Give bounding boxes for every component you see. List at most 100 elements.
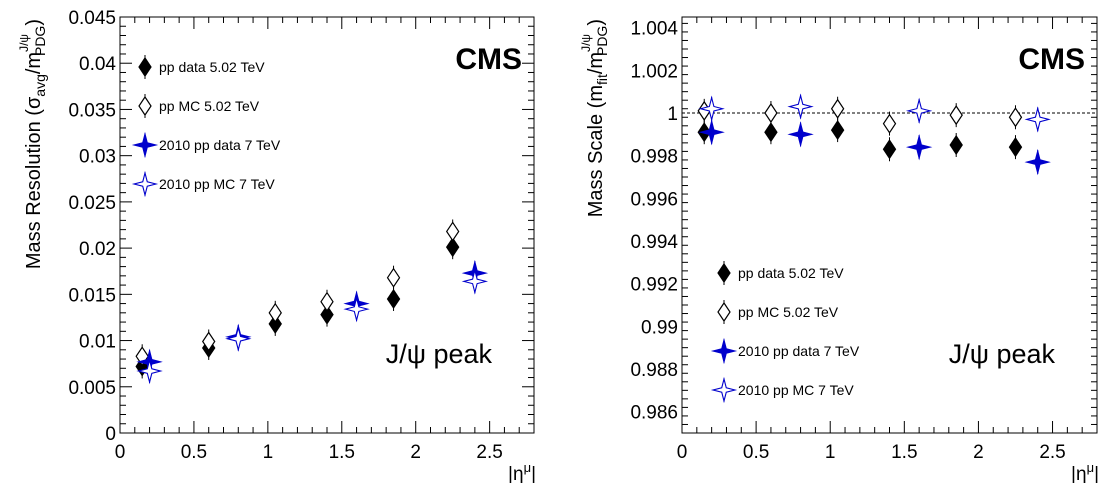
y-axis: 0 0.005 0.01 0.015 0.02 0.025 0.03 0.035 0.04 0.0… [68, 8, 534, 445]
legend-marker [131, 131, 159, 159]
x-tick-label: 0.5 [181, 442, 207, 463]
x-tick-label: 1 [263, 442, 274, 463]
data-point [764, 122, 778, 143]
x-tick-label: 2 [410, 442, 421, 463]
legend-label: 2010 pp MC 7 TeV [159, 176, 275, 192]
y-tick-label: 0.994 [630, 232, 678, 253]
data-point [905, 133, 933, 161]
y-label-sub2: PDG [32, 26, 48, 56]
y-label-end: ) [585, 19, 607, 26]
legend-marker [710, 337, 738, 365]
peak-annotation: J/ψ peak [386, 339, 493, 369]
x-label-end: | [531, 464, 536, 483]
y-tick-label: 0.986 [630, 403, 678, 424]
y-label-end: ) [23, 19, 45, 26]
data-point [320, 304, 334, 325]
y-tick-label: 0.988 [630, 360, 678, 381]
y-axis-label: Mass Resolution (σavg/mJ/ψPDG) [17, 19, 48, 269]
data-point [882, 113, 897, 134]
legend: pp data 5.02 TeV pp MC 5.02 TeV 2010 pp da… [131, 55, 281, 198]
chart-panel-2: 0 0.5 1 1.5 2 2.5 0.986 0.988 0.99 0.992 0.994 0.99… [579, 16, 1099, 483]
legend-marker [717, 262, 731, 284]
series-4 [136, 268, 489, 385]
series-4 [698, 93, 1051, 133]
data-point [787, 121, 814, 148]
y-label-main: Mass Scale (m [585, 85, 607, 217]
y-tick-label: 0.045 [68, 8, 116, 29]
data-point [764, 102, 778, 124]
legend: pp data 5.02 TeV pp MC 5.02 TeV 2010 pp da… [710, 261, 860, 404]
x-tick-label: 0 [115, 442, 126, 463]
legend-marker [131, 170, 159, 198]
y-tick-label: 0.992 [630, 275, 678, 296]
y-tick-label: 0.005 [68, 378, 116, 399]
data-point [461, 268, 489, 295]
data-point [698, 119, 725, 146]
legend-label: pp MC 5.02 TeV [738, 304, 839, 320]
x-axis-label: |ημ| [1071, 460, 1099, 483]
data-point [698, 95, 725, 122]
plot-frame [119, 16, 535, 434]
x-tick-label: 0.5 [743, 442, 769, 463]
x-axis-label: |ημ| [508, 460, 536, 483]
data-point [268, 302, 282, 323]
y-tick-label: 0.03 [79, 147, 116, 168]
data-point [830, 98, 845, 119]
x-label-main: |η [1071, 464, 1087, 483]
x-tick-label: 0 [677, 442, 688, 463]
y-tick-label: 0.02 [79, 239, 116, 260]
y-tick-label: 0.998 [630, 147, 678, 168]
x-axis: 0 0.5 1 1.5 2 2.5 [677, 17, 1098, 463]
legend-label: pp MC 5.02 TeV [159, 98, 260, 114]
x-tick-label: 2 [973, 442, 984, 463]
y-label-main: Mass Resolution (σ [23, 96, 45, 269]
y-axis: 0.986 0.988 0.99 0.992 0.994 0.996 0.998 1 1.002… [630, 19, 1097, 434]
x-axis: 0 0.5 1 1.5 2 2.5 [115, 17, 535, 463]
data-point [882, 139, 897, 160]
data-point [136, 357, 163, 385]
legend-label: 2010 pp data 7 TeV [159, 137, 281, 153]
data-point [949, 134, 963, 156]
y-label-sub: avg [32, 74, 48, 97]
data-point [905, 97, 933, 125]
series-3 [698, 119, 1051, 176]
legend-marker [138, 95, 152, 117]
data-point [201, 331, 216, 352]
x-label-end: | [1094, 464, 1099, 483]
legend-label: 2010 pp MC 7 TeV [738, 382, 854, 398]
cms-label: CMS [455, 43, 522, 76]
y-tick-label: 0.015 [68, 285, 116, 306]
legend-label: pp data 5.02 TeV [738, 265, 844, 281]
x-label-sup: μ [524, 460, 532, 475]
x-tick-label: 1.5 [891, 442, 917, 463]
y-label-sub: fit [594, 74, 610, 85]
chart-panel-1: 0 0.5 1 1.5 2 2.5 0 0.005 0.01 0.015 0.02 0.025 0.03… [17, 8, 536, 483]
peak-annotation: J/ψ peak [949, 339, 1056, 369]
data-point [949, 105, 963, 126]
plot-frame [681, 16, 1098, 434]
y-label-sup: J/ψ [579, 34, 593, 52]
y-tick-label: 1.004 [630, 19, 678, 40]
data-point [1008, 137, 1023, 158]
x-tick-label: 2.5 [1039, 442, 1065, 463]
y-tick-label: 0 [105, 424, 116, 445]
data-point [445, 237, 460, 258]
data-point [787, 93, 814, 120]
data-point [830, 119, 845, 141]
legend-label: pp data 5.02 TeV [159, 59, 265, 75]
x-label-main: |η [508, 464, 524, 483]
y-label-mid: /m [585, 52, 607, 74]
legend-marker [717, 301, 731, 323]
x-tick-label: 2.5 [476, 442, 502, 463]
data-point [225, 325, 252, 352]
y-axis-label: Mass Scale (mfit/mJ/ψPDG) [579, 19, 610, 217]
y-label-sub2: PDG [594, 26, 610, 56]
data-point [1024, 148, 1051, 176]
legend-label: 2010 pp data 7 TeV [738, 343, 860, 359]
data-point [386, 288, 401, 310]
data-point [445, 221, 460, 242]
y-tick-label: 0.996 [630, 189, 678, 210]
y-tick-label: 1 [667, 104, 678, 125]
y-label-mid: /m [23, 52, 45, 74]
